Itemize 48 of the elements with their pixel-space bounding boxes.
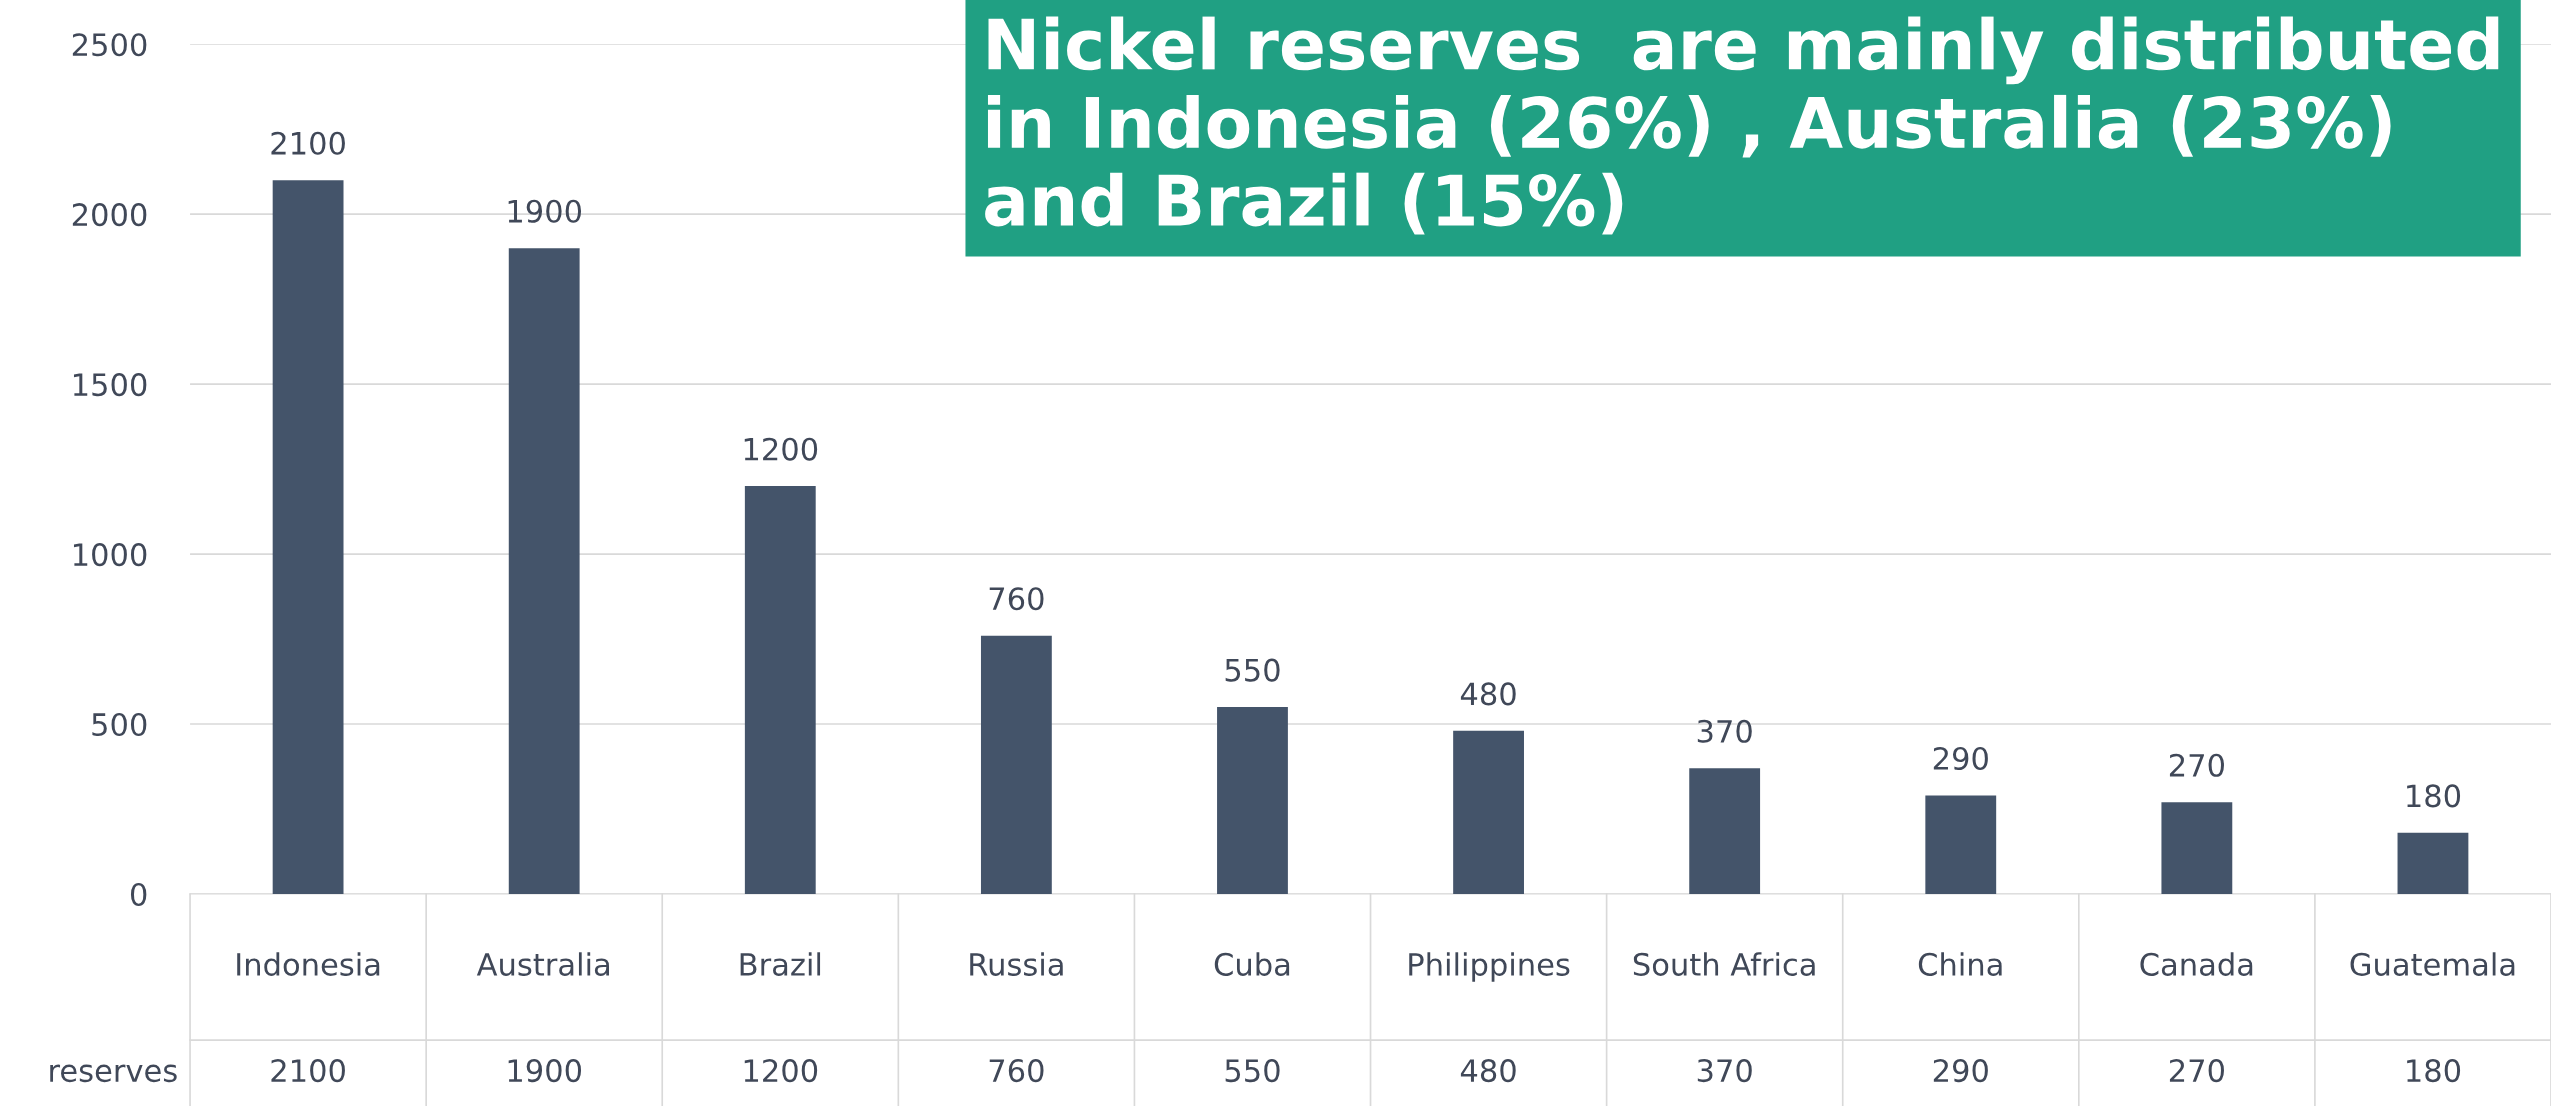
data-label: 1900	[508, 199, 582, 223]
y-tick-label: 1500	[73, 373, 147, 397]
x-tick-label: Australia	[476, 952, 609, 976]
bar	[2397, 832, 2469, 894]
data-label: 270	[2169, 753, 2224, 777]
text: 370	[1697, 1059, 1752, 1083]
bar	[508, 248, 580, 894]
x-tick-label: Russia	[970, 952, 1063, 976]
x-tick-label: China	[1918, 952, 2002, 976]
x-tick-label: Indonesia	[237, 952, 380, 976]
x-tick-label: Brazil	[740, 952, 821, 976]
bar	[744, 486, 816, 894]
text: 290	[1933, 1059, 1988, 1083]
text: Nickel reserves are mainly distributed in Indonesia (26%) , Australia (23%) and Brazil (15%)	[985, 16, 2499, 235]
y-tick-label: 2000	[72, 203, 147, 227]
text: reserves	[50, 1064, 177, 1083]
bar	[980, 635, 1052, 894]
text: 1200	[744, 1059, 818, 1083]
y-tick-label: 500	[92, 712, 147, 737]
x-tick-label: Cuba	[1214, 952, 1290, 976]
data-label: 480	[1460, 682, 1516, 706]
data-label: 550	[1225, 658, 1280, 682]
data-label: 370	[1697, 719, 1752, 743]
text: 2100	[271, 1059, 345, 1083]
data-label: 1200	[744, 437, 818, 461]
bar	[1689, 768, 1761, 894]
bar	[2161, 802, 2233, 894]
y-tick-label: 1000	[73, 543, 147, 567]
bar	[1217, 707, 1288, 894]
text: 760	[989, 1059, 1044, 1083]
data-label: 760	[989, 587, 1044, 611]
text: 550	[1225, 1059, 1280, 1083]
y-tick-label: 2500	[72, 33, 147, 57]
text: 270	[2169, 1059, 2224, 1083]
data-label: 290	[1933, 746, 1988, 771]
x-tick-label: Philippines	[1409, 952, 1570, 982]
x-tick-label: Canada	[2140, 952, 2253, 976]
x-tick-label: Guatemala	[2350, 952, 2515, 976]
bar	[272, 180, 344, 894]
data-label: 2100	[271, 131, 345, 155]
bar	[1925, 795, 1997, 894]
data-label: 180	[2407, 784, 2461, 808]
text: 180	[2407, 1059, 2461, 1083]
bar	[1453, 730, 1524, 894]
text: 480	[1460, 1059, 1516, 1083]
y-tick-label: 0	[130, 882, 147, 907]
text: 1900	[508, 1059, 582, 1083]
x-tick-label: South Africa	[1633, 952, 1815, 976]
